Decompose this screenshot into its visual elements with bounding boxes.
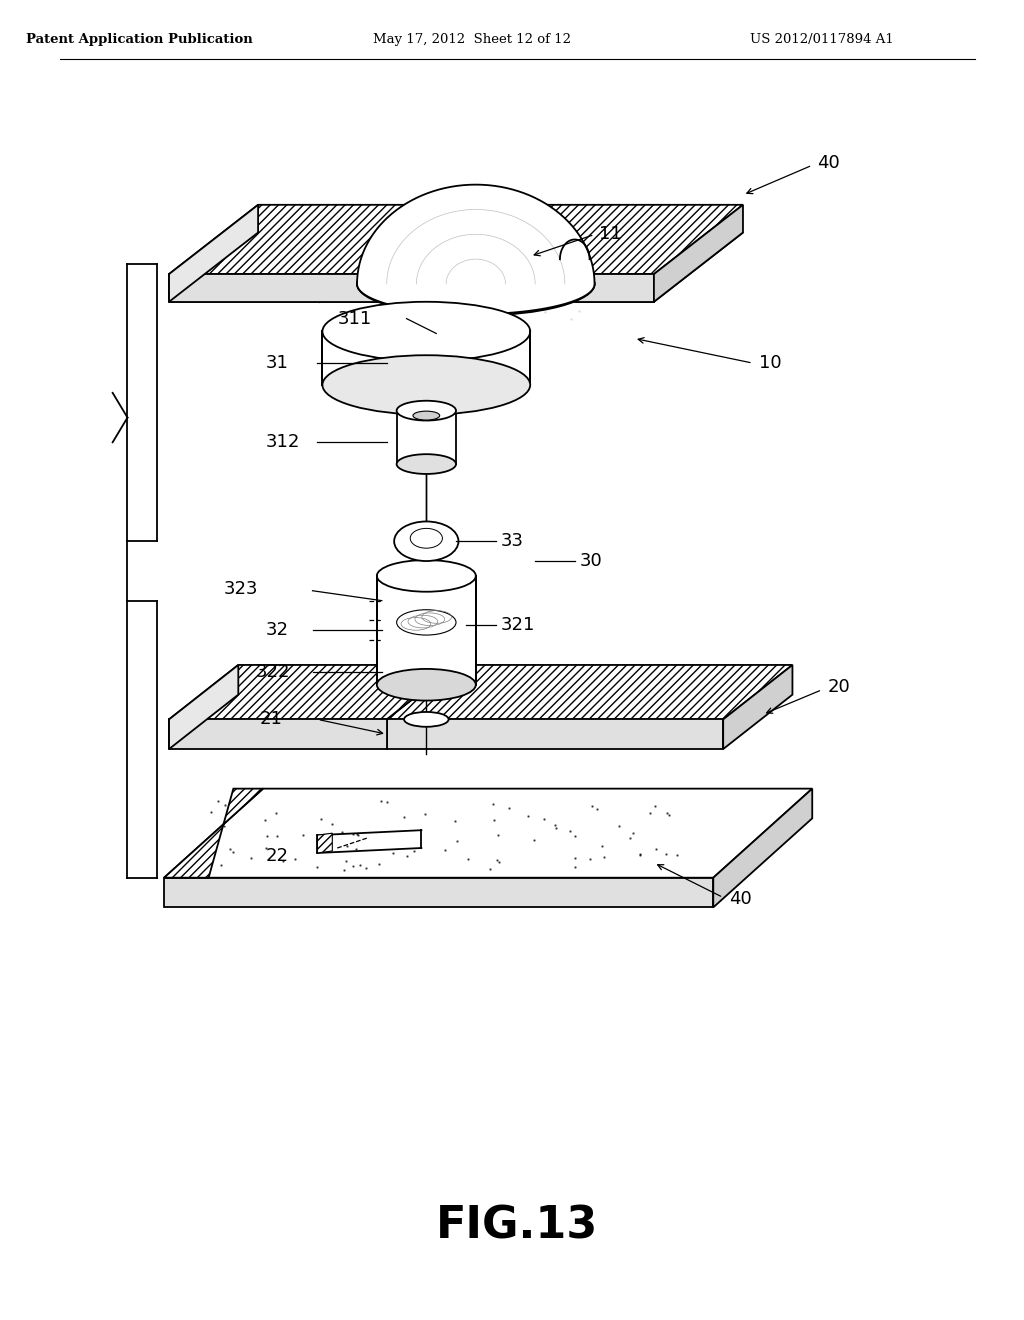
Polygon shape	[169, 232, 743, 302]
Text: 22: 22	[266, 847, 289, 865]
Ellipse shape	[411, 528, 442, 548]
Text: 322: 322	[256, 663, 291, 681]
Ellipse shape	[396, 401, 456, 421]
Polygon shape	[723, 665, 793, 748]
Polygon shape	[169, 275, 654, 302]
Ellipse shape	[404, 711, 449, 727]
Ellipse shape	[396, 610, 456, 635]
Polygon shape	[323, 331, 530, 385]
Text: US 2012/0117894 A1: US 2012/0117894 A1	[751, 33, 894, 46]
Polygon shape	[169, 719, 387, 748]
Text: 311: 311	[337, 310, 372, 327]
Text: 31: 31	[266, 354, 289, 372]
Polygon shape	[387, 665, 793, 719]
Text: FIG.13: FIG.13	[436, 1205, 598, 1247]
Polygon shape	[164, 878, 714, 907]
Ellipse shape	[377, 560, 476, 591]
Polygon shape	[654, 205, 743, 302]
Text: Patent Application Publication: Patent Application Publication	[26, 33, 253, 46]
Ellipse shape	[323, 355, 530, 414]
Text: 323: 323	[223, 579, 258, 598]
Polygon shape	[169, 665, 239, 748]
Text: 40: 40	[729, 891, 752, 908]
Polygon shape	[169, 205, 258, 302]
Ellipse shape	[413, 411, 439, 420]
Text: 312: 312	[266, 433, 300, 451]
Text: 321: 321	[501, 616, 535, 635]
Polygon shape	[396, 411, 456, 465]
Ellipse shape	[404, 711, 449, 727]
Text: 30: 30	[580, 552, 602, 570]
Polygon shape	[169, 205, 743, 275]
Polygon shape	[317, 833, 333, 853]
Text: 21: 21	[260, 710, 283, 729]
Text: 33: 33	[501, 532, 523, 550]
Ellipse shape	[396, 454, 456, 474]
Polygon shape	[714, 788, 812, 907]
Polygon shape	[164, 788, 263, 878]
Text: May 17, 2012  Sheet 12 of 12: May 17, 2012 Sheet 12 of 12	[373, 33, 570, 46]
Text: 40: 40	[817, 154, 840, 172]
Polygon shape	[169, 665, 456, 719]
Text: 11: 11	[599, 226, 623, 243]
Text: 20: 20	[828, 677, 851, 696]
Polygon shape	[357, 185, 595, 314]
Ellipse shape	[323, 302, 530, 362]
Polygon shape	[377, 576, 476, 685]
Ellipse shape	[357, 253, 595, 314]
Polygon shape	[387, 719, 723, 748]
Text: 32: 32	[266, 622, 289, 639]
Text: 10: 10	[759, 354, 781, 372]
Ellipse shape	[377, 669, 476, 701]
Polygon shape	[164, 788, 812, 878]
Ellipse shape	[394, 521, 459, 561]
Ellipse shape	[357, 252, 595, 315]
